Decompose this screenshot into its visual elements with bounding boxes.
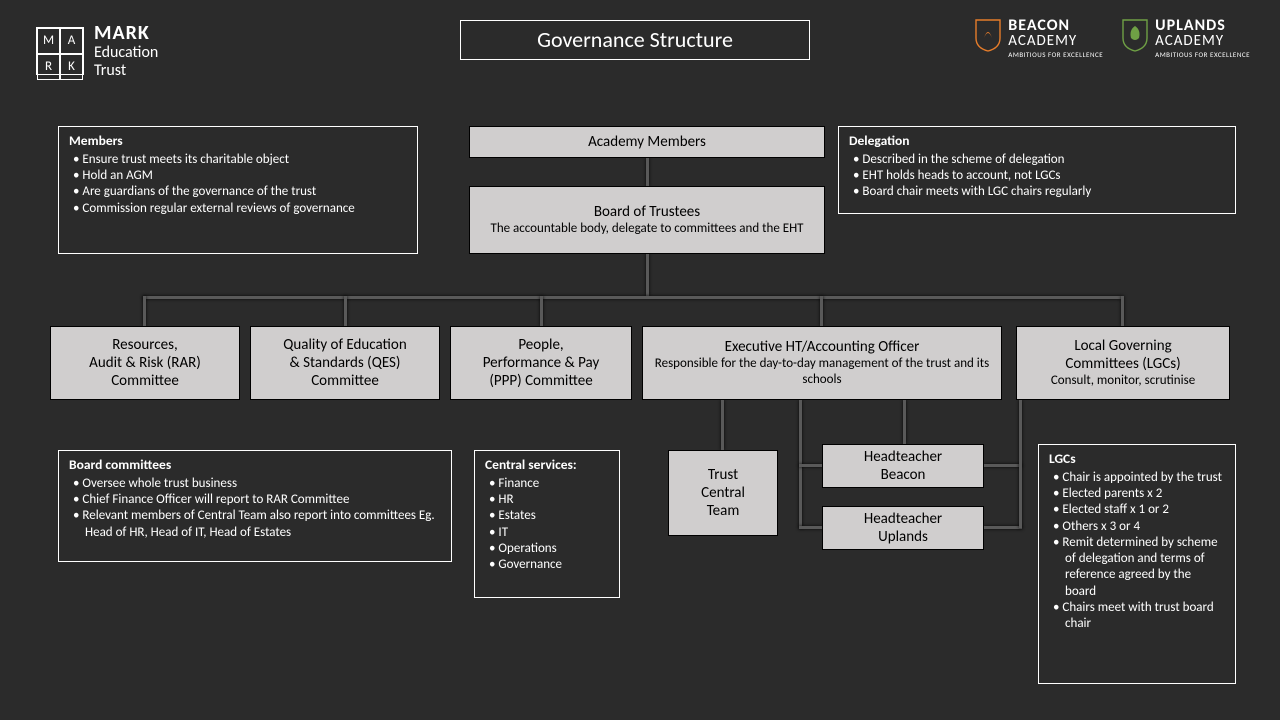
info-list-item: Chairs meet with trust board chair bbox=[1053, 600, 1225, 633]
node-title: Local Governing Committees (LGCs) bbox=[1025, 337, 1221, 373]
connector-line bbox=[1121, 296, 1124, 326]
uplands-academy-logo: UPLANDS ACADEMY AMBITIOUS FOR EXCELLENCE bbox=[1121, 18, 1250, 58]
connector-line bbox=[799, 526, 823, 529]
info-list-item: EHT holds heads to account, not LGCs bbox=[853, 168, 1225, 184]
info-list: Oversee whole trust businessChief Financ… bbox=[69, 476, 441, 541]
info-list-item: Elected parents x 2 bbox=[1053, 486, 1225, 502]
connector-line bbox=[646, 254, 649, 296]
mark-trust-logo: M A R K MARK Education Trust bbox=[36, 22, 158, 79]
info-list: Chair is appointed by the trustElected p… bbox=[1049, 470, 1225, 633]
node-central: Trust Central Team bbox=[668, 450, 778, 536]
info-members: Members Ensure trust meets its charitable… bbox=[58, 126, 418, 254]
node-ppp: People, Performance & Pay (PPP) Committe… bbox=[450, 326, 632, 400]
connector-line bbox=[799, 464, 823, 467]
node-title: Academy Members bbox=[478, 133, 816, 151]
node-subtitle: The accountable body, delegate to commit… bbox=[478, 221, 816, 237]
connector-line bbox=[820, 296, 823, 326]
page-title: Governance Structure bbox=[460, 20, 810, 60]
mark-logo-line2: Education bbox=[94, 44, 158, 62]
info-title: LGCs bbox=[1049, 451, 1225, 468]
info-list-item: Board chair meets with LGC chairs regula… bbox=[853, 184, 1225, 200]
info-list-item: Relevant members of Central Team also re… bbox=[73, 508, 441, 541]
connector-line bbox=[143, 296, 146, 326]
mark-logo-line3: Trust bbox=[94, 62, 158, 80]
beacon-shield-icon bbox=[974, 18, 1002, 52]
info-list-item: HR bbox=[489, 492, 609, 508]
info-list-item: Finance bbox=[489, 476, 609, 492]
info-title: Members bbox=[69, 133, 407, 150]
node-subtitle: Consult, monitor, scrutinise bbox=[1025, 373, 1221, 389]
info-title: Central services: bbox=[485, 457, 609, 474]
info-list-item: Elected staff x 1 or 2 bbox=[1053, 502, 1225, 518]
info-list-item: Hold an AGM bbox=[73, 168, 407, 184]
node-title: Headteacher Uplands bbox=[831, 510, 975, 546]
connector-line bbox=[143, 296, 1121, 299]
info-list-item: IT bbox=[489, 525, 609, 541]
info-board-committees: Board committees Oversee whole trust busi… bbox=[58, 450, 452, 562]
info-list-item: Commission regular external reviews of g… bbox=[73, 201, 407, 217]
connector-line bbox=[903, 400, 906, 444]
info-list-item: Are guardians of the governance of the t… bbox=[73, 184, 407, 200]
uplands-shield-icon bbox=[1121, 18, 1149, 52]
info-list-item: Operations bbox=[489, 541, 609, 557]
connector-line bbox=[540, 296, 543, 326]
node-title: People, Performance & Pay (PPP) Committe… bbox=[459, 336, 623, 390]
node-rar: Resources, Audit & Risk (RAR) Committee bbox=[50, 326, 240, 400]
info-list-item: Governance bbox=[489, 557, 609, 573]
connector-line bbox=[984, 464, 1022, 467]
node-title: Resources, Audit & Risk (RAR) Committee bbox=[59, 336, 231, 390]
node-title: Trust Central Team bbox=[677, 466, 769, 520]
info-list: Ensure trust meets its charitable object… bbox=[69, 152, 407, 217]
node-lgc: Local Governing Committees (LGCs)Consult… bbox=[1016, 326, 1230, 400]
node-subtitle: Responsible for the day-to-day managemen… bbox=[651, 356, 993, 387]
info-central-services: Central services: FinanceHREstatesITOpera… bbox=[474, 450, 620, 598]
node-academy-members: Academy Members bbox=[469, 126, 825, 158]
beacon-academy-logo: BEACON ACADEMY AMBITIOUS FOR EXCELLENCE bbox=[974, 18, 1103, 58]
connector-line bbox=[721, 400, 724, 450]
info-list: Described in the scheme of delegationEHT… bbox=[849, 152, 1225, 201]
node-board: Board of TrusteesThe accountable body, d… bbox=[469, 186, 825, 254]
node-eht: Executive HT/Accounting OfficerResponsib… bbox=[642, 326, 1002, 400]
info-list-item: Ensure trust meets its charitable object bbox=[73, 152, 407, 168]
node-qes: Quality of Education & Standards (QES) C… bbox=[250, 326, 440, 400]
info-list-item: Estates bbox=[489, 508, 609, 524]
node-title: Board of Trustees bbox=[478, 203, 816, 221]
node-title: Headteacher Beacon bbox=[831, 448, 975, 484]
info-list-item: Oversee whole trust business bbox=[73, 476, 441, 492]
info-delegation: Delegation Described in the scheme of del… bbox=[838, 126, 1236, 214]
info-list-item: Described in the scheme of delegation bbox=[853, 152, 1225, 168]
node-ht-uplands: Headteacher Uplands bbox=[822, 506, 984, 550]
mark-grid-icon: M A R K bbox=[36, 27, 84, 75]
info-lgcs: LGCsChair is appointed by the trustElect… bbox=[1038, 444, 1236, 684]
node-ht-beacon: Headteacher Beacon bbox=[822, 444, 984, 488]
info-list-item: Chair is appointed by the trust bbox=[1053, 470, 1225, 486]
info-list-item: Remit determined by scheme of delegation… bbox=[1053, 535, 1225, 600]
info-list: FinanceHREstatesITOperationsGovernance bbox=[485, 476, 609, 574]
connector-line bbox=[646, 158, 649, 186]
node-title: Quality of Education & Standards (QES) C… bbox=[259, 336, 431, 390]
connector-line bbox=[984, 526, 1022, 529]
info-title: Board committees bbox=[69, 457, 441, 474]
node-title: Executive HT/Accounting Officer bbox=[651, 338, 993, 356]
mark-logo-line1: MARK bbox=[94, 22, 158, 44]
info-list-item: Others x 3 or 4 bbox=[1053, 519, 1225, 535]
connector-line bbox=[1019, 400, 1022, 528]
info-title: Delegation bbox=[849, 133, 1225, 150]
info-list-item: Chief Finance Officer will report to RAR… bbox=[73, 492, 441, 508]
connector-line bbox=[344, 296, 347, 326]
